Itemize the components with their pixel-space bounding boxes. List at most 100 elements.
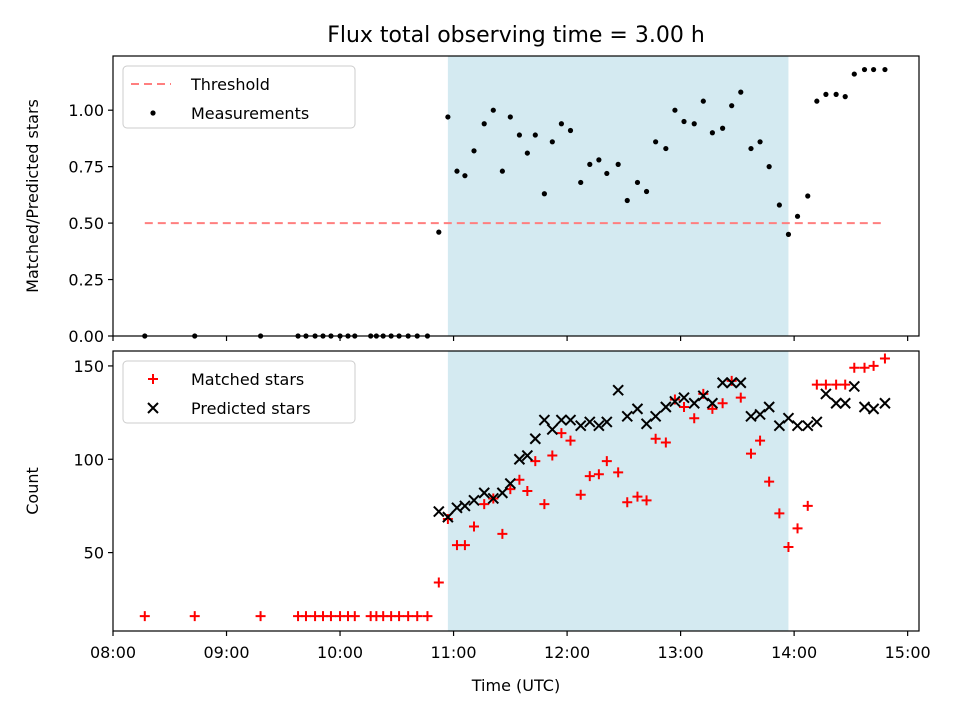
matched-star-point [792,523,803,534]
predicted-star-point [442,511,454,523]
y-tick-label: 100 [73,450,104,469]
matched-star-point [650,433,661,444]
predicted-star-point [839,397,851,409]
measurement-point [653,139,659,145]
measurement-point [578,179,584,186]
matched-star-point [497,528,508,539]
predicted-star-point [820,388,832,400]
matched-star-point [840,379,851,390]
measurement-point [709,130,715,136]
matched-star-point [879,353,890,364]
matched-star-point [349,611,360,622]
x-tick-label: 09:00 [203,643,249,662]
measurement-point [681,118,687,125]
matched-star-point [479,499,490,510]
y-tick-label: 0.50 [68,214,104,233]
measurement-point [454,168,460,174]
legend-label: Threshold [190,75,270,94]
predicted-star-point [555,414,568,426]
predicted-star-point [848,380,861,393]
measurement-point [507,114,513,120]
measurement-point [558,121,565,127]
measurement-point [549,139,555,145]
measurement-point [700,98,706,104]
predicted-star-point [538,414,551,426]
predicted-star-point [496,487,509,499]
predicted-star-point [716,377,729,389]
predicted-star-point [621,410,633,423]
predicted-star-point [564,414,577,426]
measurement-point [851,71,857,77]
measurement-point [596,157,602,163]
measurement-point [785,231,792,237]
matched-star-point [422,611,433,622]
legend-matched-swatch [148,374,158,384]
predicted-star-point [745,410,757,423]
predicted-star-point [612,384,624,396]
matched-star-point [764,476,775,487]
matched-star-point [601,456,612,467]
predicted-star-point [593,419,605,432]
measurement-point [729,103,735,109]
legend-label: Measurements [191,104,309,123]
matched-star-point [575,489,586,500]
matched-star-point [774,508,785,519]
matched-star-point [442,514,453,524]
figure-title: Flux total observing time = 3.00 h [327,23,705,48]
matched-star-point [459,540,470,551]
measurement-point [691,121,697,127]
measurement-point [624,197,630,204]
matched-star-point [412,611,423,622]
matched-star-point [698,388,709,399]
predicted-star-point [631,403,644,415]
matched-star-point [593,469,604,480]
legend-box [122,360,356,424]
y-tick-label: 0.00 [68,327,104,346]
predicted-star-point [504,477,517,490]
legend-label: Predicted stars [191,399,311,418]
y-tick-label: 50 [84,544,104,563]
x-axis-label: Time (UTC) [471,676,560,695]
matched-star-point [641,495,652,506]
predicted-star-point [584,416,596,428]
predicted-star-point [478,487,490,499]
measurement-point [663,145,669,152]
measurement-point [738,89,744,95]
matched-star-point [189,611,200,622]
measurement-point [823,91,829,97]
matched-star-point [745,448,756,459]
panel-ratio: 0.00 0.25 0.50 0.75 1.00 Matched/Predicted st… [23,55,920,346]
predicted-star-point [688,397,700,409]
predicted-star-point [697,390,710,402]
matched-star-point [859,362,870,373]
matched-star-point [632,491,643,502]
matched-star-point [849,362,860,373]
predicted-star-point [754,408,766,421]
measurement-point [882,66,888,73]
measurement-point [587,161,593,167]
measurement-point [516,132,523,138]
matched-star-point [820,379,831,390]
matched-star-point [433,577,444,588]
predicted-star-point [678,391,690,404]
matched-star-point [584,471,595,482]
matched-star-point [394,611,405,622]
measurement-point [776,202,782,208]
matched-star-point [613,467,624,478]
predicted-star-point [649,410,662,423]
matched-star-point [530,456,541,467]
y-tick-label: 0.25 [68,271,104,290]
measurement-point [462,173,468,179]
axes-frame [112,55,920,337]
predicted-star-point [513,453,526,465]
measurement-point [445,114,451,120]
matched-star-point [468,521,479,532]
predicted-star-point [640,418,653,430]
measurement-point [471,148,477,154]
predicted-star-point [867,403,880,415]
matched-star-point [689,413,700,424]
measurement-point [766,164,772,170]
measurement-point [833,91,839,97]
y-tick-label: 150 [73,357,104,376]
predicted-star-point [773,419,786,432]
